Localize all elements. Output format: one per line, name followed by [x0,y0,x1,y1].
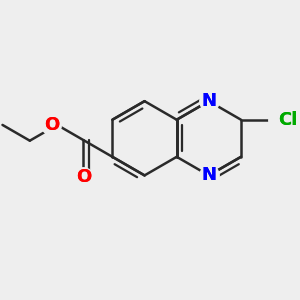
Text: O: O [44,116,59,134]
Text: N: N [201,92,216,110]
Text: Cl: Cl [278,111,298,129]
Text: N: N [201,167,216,184]
Text: Cl: Cl [278,111,298,129]
Text: N: N [201,92,216,110]
Text: N: N [201,167,216,184]
Text: O: O [76,168,91,186]
Text: O: O [44,116,59,134]
Text: O: O [76,168,91,186]
